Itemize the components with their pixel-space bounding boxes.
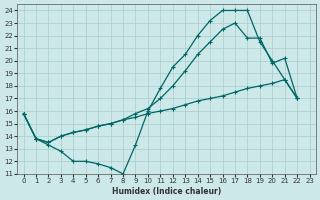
X-axis label: Humidex (Indice chaleur): Humidex (Indice chaleur) bbox=[112, 187, 221, 196]
